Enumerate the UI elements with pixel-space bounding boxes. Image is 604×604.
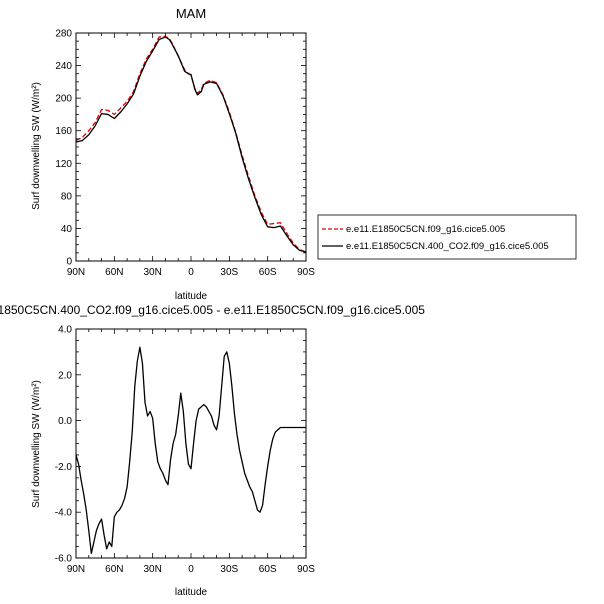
- bottom-y-axis-label: Surf downwelling SW (W/m²): [31, 380, 42, 508]
- legend-box: [317, 214, 577, 260]
- top-x-tick-label: 60S: [259, 267, 277, 278]
- top-y-tick-label: 240: [55, 61, 72, 72]
- bottom-y-tick-label: -2.0: [55, 462, 73, 473]
- bottom-x-tick-label: 90S: [297, 564, 315, 575]
- bottom-y-tick-label: 4.0: [58, 325, 72, 336]
- bottom-x-tick-label: 60S: [259, 564, 277, 575]
- top-y-tick-label: 80: [61, 191, 73, 202]
- legend-label-series-1: e.e11.E1850C5CN.f09_g16.cice5.005: [346, 224, 505, 235]
- bottom-x-tick-label: 60N: [105, 564, 123, 575]
- top-x-tick-label: 30N: [143, 267, 161, 278]
- top-series-line-2: [75, 36, 307, 253]
- top-series-line-1: [75, 35, 307, 253]
- bottom-x-axis-label: latitude: [175, 587, 208, 598]
- top-y-axis-label: Surf downwelling SW (W/m²): [31, 82, 42, 210]
- top-y-tick-label: 280: [55, 29, 72, 40]
- top-x-axis-label: latitude: [175, 291, 208, 302]
- top-y-tick-label: 40: [61, 224, 73, 235]
- top-y-tick-label: 160: [55, 126, 72, 137]
- top-x-tick-label: 90N: [67, 267, 85, 278]
- top-x-tick-label: 0: [188, 267, 194, 278]
- top-chart-title: MAM: [176, 6, 206, 21]
- bottom-x-tick-label: 30S: [220, 564, 238, 575]
- top-x-tick-label: 90S: [297, 267, 315, 278]
- bottom-x-tick-label: 90N: [67, 564, 85, 575]
- bottom-x-tick-label: 30N: [143, 564, 161, 575]
- bottom-y-tick-label: -4.0: [55, 508, 73, 519]
- bottom-x-tick-label: 0: [188, 564, 194, 575]
- legend-label-series-2: e.e11.E1850C5CN.400_CO2.f09_g16.cice5.00…: [346, 241, 549, 252]
- top-y-tick-label: 200: [55, 94, 72, 105]
- top-x-tick-label: 60N: [105, 267, 123, 278]
- top-x-tick-label: 30S: [220, 267, 238, 278]
- top-y-tick-label: 0: [66, 257, 72, 268]
- bottom-chart-title: e.e11.E1850C5CN.400_CO2.f09_g16.cice5.00…: [0, 303, 425, 317]
- bottom-y-tick-label: -6.0: [55, 554, 73, 565]
- bottom-series-line-1: [75, 346, 306, 555]
- bottom-y-tick-label: 0.0: [58, 416, 72, 427]
- top-y-tick-label: 120: [55, 159, 72, 170]
- bottom-y-tick-label: 2.0: [58, 370, 72, 381]
